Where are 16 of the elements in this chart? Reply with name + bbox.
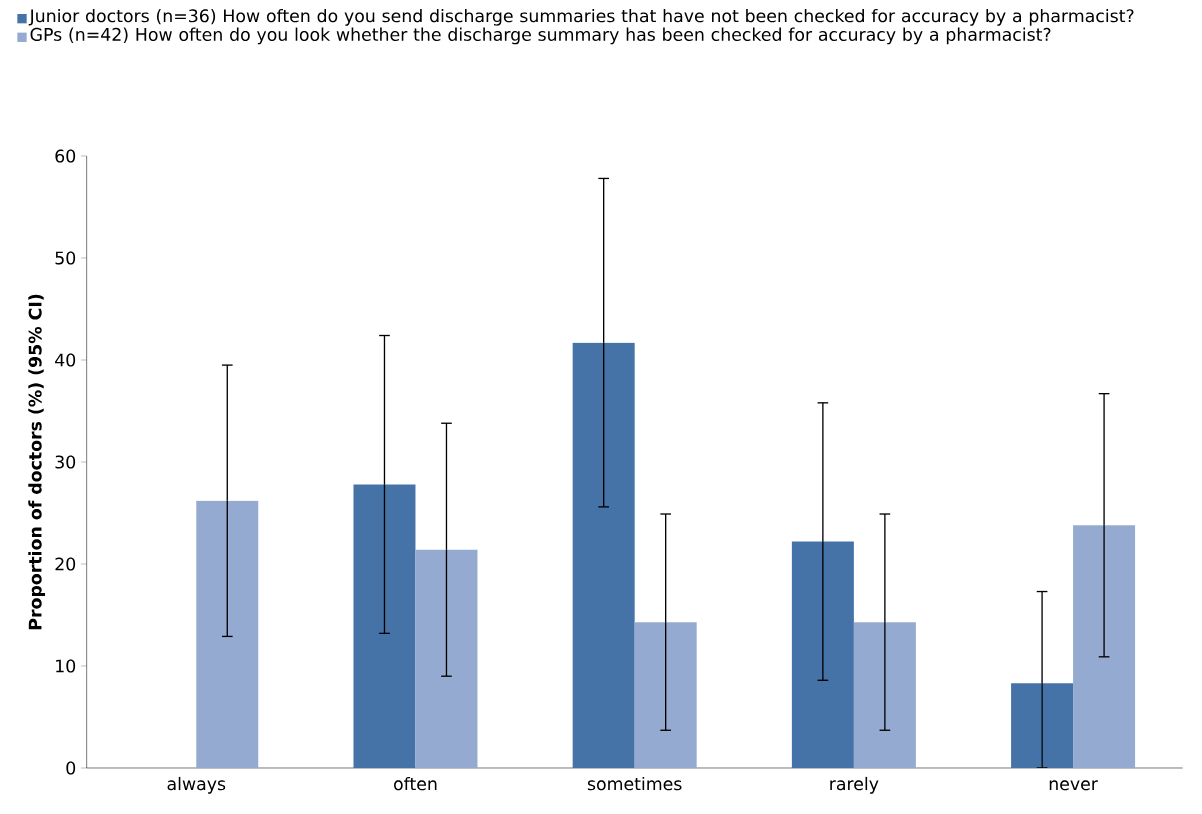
y-tick-label: 40 [55,353,76,367]
y-tick-label: 10 [56,659,76,673]
y-tick-label: 20 [55,557,76,571]
x-tick-label: never [1049,780,1098,791]
x-tick-label: often [394,776,437,791]
y-tick-label: 50 [55,251,76,265]
legend-label: GPs (n=42) How often do you look whether the discharge summary has been checked for accuracy by a pharmacist? [30,27,1051,45]
y-tick-label: 60 [55,149,76,163]
y-tick-label: 30 [55,455,76,469]
bar [572,342,635,768]
y-axis-title: Proportion of doctors (%) (95% CI) [28,294,46,630]
y-tick-label: 0 [66,761,76,775]
x-tick-label: always [167,776,226,794]
x-tick-label: rarely [830,776,879,794]
legend-label: Junior doctors (n=36) How often do you send discharge summaries that have not been checked for accuracy by a pharmacist? [28,8,1134,26]
x-tick-label: sometimes [587,776,682,791]
